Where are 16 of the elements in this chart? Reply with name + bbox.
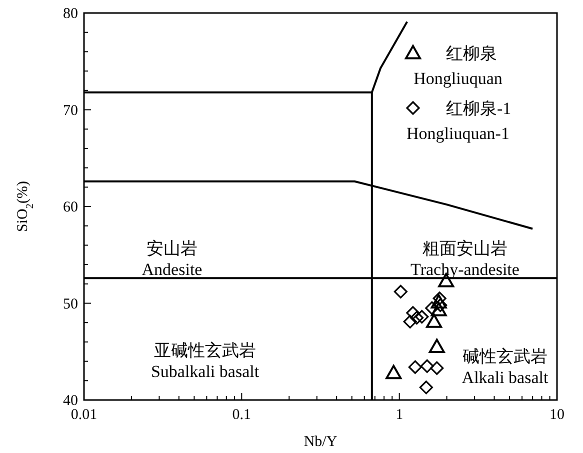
y-tick-label: 70 — [63, 102, 78, 119]
legend-label: 红柳泉 Hongliuquan — [414, 44, 503, 88]
annotation: 安山岩 Andesite — [142, 239, 202, 279]
annotation: 亚碱性玄武岩 Subalkali basalt — [150, 341, 260, 381]
y-tick-label: 40 — [63, 393, 78, 409]
x-tick-label: 10 — [550, 407, 564, 423]
x-axis-title: Nb/Y — [304, 434, 338, 450]
annotation: 碱性玄武岩 Alkali basalt — [462, 347, 548, 387]
y-tick-label: 60 — [63, 200, 78, 216]
annotation: 粗面安山岩 Trachy-andesite — [410, 239, 520, 279]
x-tick-label: 1 — [396, 407, 404, 423]
legend-label: 红柳泉-1 Hongliuquan-1 — [406, 99, 512, 143]
x-tick-label: 0.01 — [70, 407, 98, 423]
y-tick-label: 50 — [63, 296, 78, 312]
y-tick-label: 80 — [63, 6, 78, 22]
x-tick-label: 0.1 — [232, 407, 252, 423]
